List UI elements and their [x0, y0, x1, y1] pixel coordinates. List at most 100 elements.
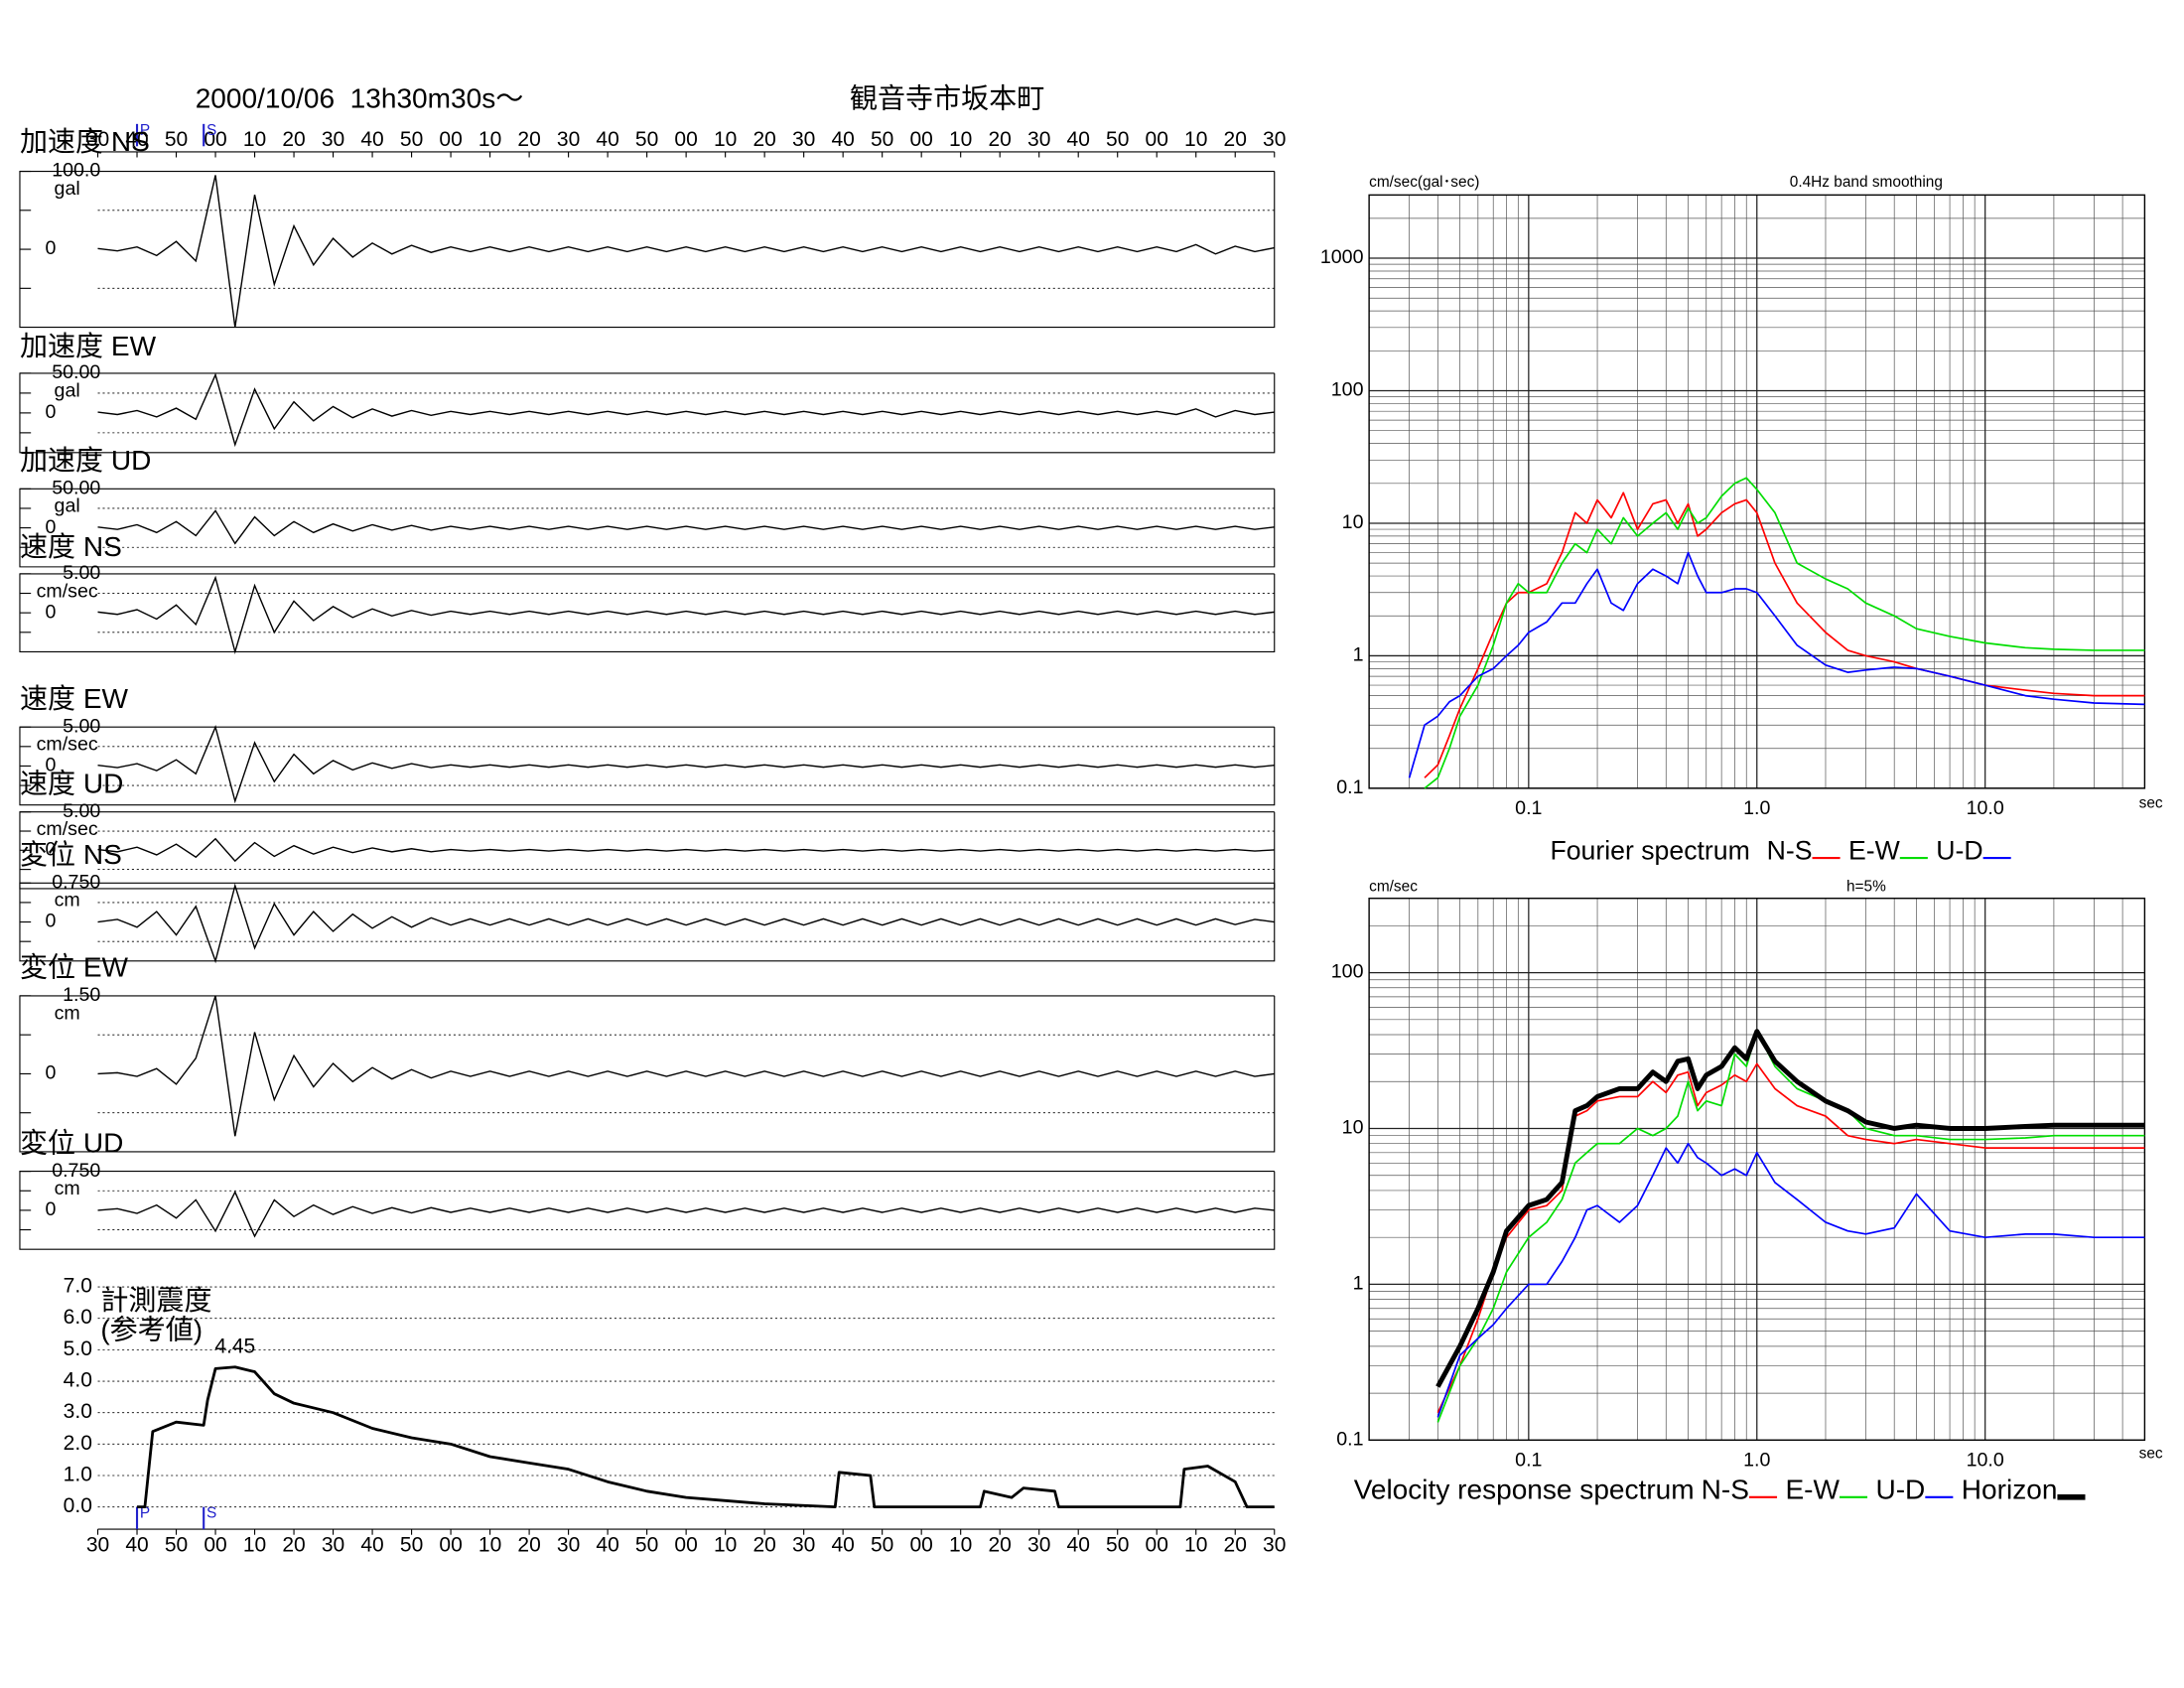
x-tick-label: 20 — [752, 1533, 775, 1556]
x-tick-label: 40 — [125, 1533, 148, 1556]
y-tick-label: 5.00 — [63, 800, 100, 822]
x-tick-label: 30 — [792, 128, 815, 151]
y-tick-label: 5.0 — [64, 1337, 92, 1360]
peak-label: 4.45 — [214, 1336, 255, 1358]
x-tick-label: 10 — [714, 128, 737, 151]
panel-frame — [19, 1171, 1276, 1250]
y-tick-label: 0 — [46, 755, 57, 776]
panel-frame — [19, 372, 1276, 454]
x-tick-label: 00 — [204, 128, 226, 151]
trace-label: 加速度 UD — [20, 445, 151, 476]
x-tick-label: 30 — [86, 1533, 109, 1556]
trace-label: 変位 EW — [20, 952, 129, 983]
legend-title: Fourier spectrum — [1550, 835, 1749, 865]
trace-unit: gal — [55, 495, 80, 517]
x-tick-label: 1.0 — [1743, 797, 1770, 819]
waveform — [97, 1190, 1275, 1238]
series-line — [1424, 492, 2145, 778]
x-tick-label: 30 — [557, 1533, 580, 1556]
x-tick-label: 20 — [517, 128, 540, 151]
y-axis-label: cm/sec — [1369, 879, 1418, 896]
panel-frame — [19, 882, 1276, 962]
waveform — [97, 175, 1275, 328]
x-tick-label: 10 — [1184, 128, 1207, 151]
y-tick-label: 0 — [46, 601, 57, 623]
x-tick-label: 50 — [635, 1533, 658, 1556]
waveform — [97, 837, 1275, 863]
y-tick-label: 100 — [1331, 961, 1364, 983]
y-tick-label: 0 — [46, 237, 57, 259]
trace-label: 変位 UD — [20, 1127, 123, 1158]
y-tick-label: 5.00 — [63, 562, 100, 584]
phase-label: P — [140, 122, 150, 139]
x-tick-label: 00 — [909, 1533, 932, 1556]
y-tick-label: 1.0 — [64, 1464, 92, 1486]
x-axis-label: sec — [2139, 794, 2163, 811]
x-tick-label: 40 — [360, 1533, 383, 1556]
x-tick-label: 50 — [400, 128, 423, 151]
trace-unit: cm — [55, 890, 80, 912]
x-tick-label: 50 — [400, 1533, 423, 1556]
x-axis-label: sec — [2139, 1445, 2163, 1462]
series-line — [1436, 1142, 2145, 1418]
waveform — [97, 575, 1275, 655]
series-line — [137, 1365, 1275, 1509]
x-tick-label: 40 — [1067, 1533, 1090, 1556]
x-tick-label: 50 — [871, 128, 893, 151]
chart-title: 計測震度 — [100, 1285, 211, 1316]
x-tick-label: 30 — [557, 128, 580, 151]
legend-label: N-S — [1702, 1475, 1749, 1505]
x-tick-label: 00 — [439, 1533, 462, 1556]
y-tick-label: 50.00 — [52, 478, 100, 499]
series-line — [1424, 477, 2145, 789]
legend-title: Velocity response spectrum — [1354, 1475, 1695, 1505]
trace-label: 速度 EW — [20, 683, 129, 714]
series-line — [1436, 1062, 2145, 1414]
trace-unit: cm/sec — [37, 580, 98, 602]
x-tick-label: 30 — [1027, 128, 1050, 151]
x-tick-label: 50 — [1106, 1533, 1129, 1556]
x-tick-label: 30 — [1263, 128, 1286, 151]
x-tick-label: 1.0 — [1743, 1450, 1770, 1472]
y-tick-label: 10 — [1342, 511, 1364, 533]
x-tick-label: 00 — [204, 1533, 226, 1556]
y-tick-label: 1.50 — [63, 984, 100, 1006]
y-tick-label: 7.0 — [64, 1275, 92, 1298]
x-tick-label: 30 — [792, 1533, 815, 1556]
x-tick-label: 0.1 — [1515, 797, 1542, 819]
legend-label: U-D — [1875, 1475, 1925, 1505]
panel-frame — [19, 488, 1276, 568]
legend-label: N-S — [1767, 835, 1813, 865]
waveform — [97, 995, 1275, 1137]
series-line — [1436, 1030, 2145, 1423]
trace-label: 加速度 EW — [20, 331, 157, 361]
legend-label: Horizon — [1962, 1475, 2058, 1505]
x-tick-label: 20 — [1224, 128, 1247, 151]
panel-frame — [19, 573, 1276, 652]
x-tick-label: 20 — [1224, 1533, 1247, 1556]
x-tick-label: 40 — [596, 128, 618, 151]
y-tick-label: 50.00 — [52, 361, 100, 383]
y-tick-label: 0 — [46, 401, 57, 423]
waveform — [97, 372, 1275, 448]
y-tick-label: 1000 — [1320, 246, 1364, 268]
y-tick-label: 0.750 — [52, 1160, 100, 1182]
y-tick-label: 10 — [1342, 1117, 1364, 1139]
y-tick-label: 0.1 — [1336, 1429, 1363, 1451]
x-tick-label: 50 — [165, 128, 188, 151]
x-tick-label: 20 — [282, 1533, 305, 1556]
legend-label: U-D — [1936, 835, 1982, 865]
subtitle: h=5% — [1846, 879, 1886, 896]
x-tick-label: 10 — [243, 128, 266, 151]
panel-frame — [19, 995, 1276, 1153]
x-tick-label: 30 — [322, 1533, 344, 1556]
y-tick-label: 3.0 — [64, 1400, 92, 1423]
y-tick-label: 0 — [46, 1198, 57, 1220]
trace-unit: cm — [55, 1002, 80, 1024]
legend-label: E-W — [1848, 835, 1901, 865]
x-tick-label: 20 — [988, 1533, 1011, 1556]
series-line — [1408, 551, 2145, 778]
x-tick-label: 00 — [1146, 1533, 1168, 1556]
